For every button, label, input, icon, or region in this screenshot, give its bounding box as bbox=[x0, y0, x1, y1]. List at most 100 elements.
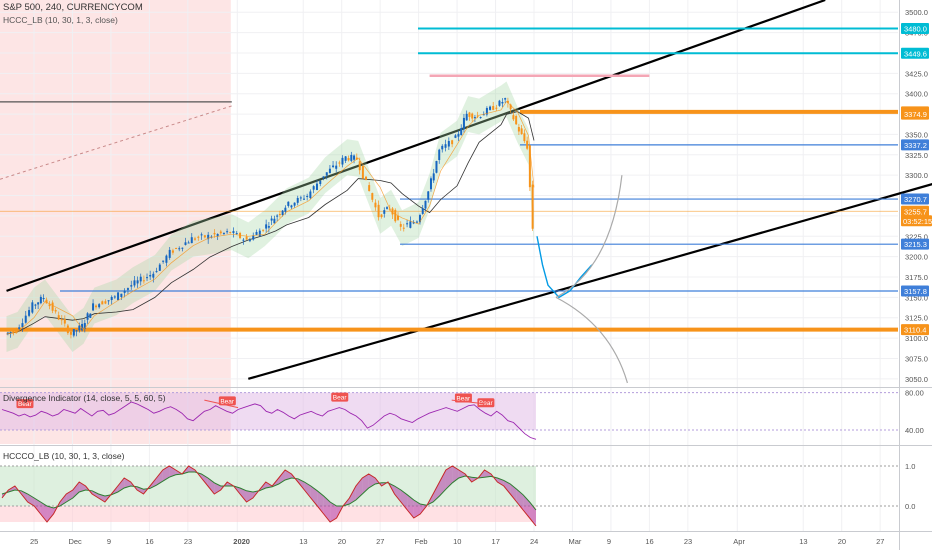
candle-body bbox=[479, 117, 482, 119]
candle-body bbox=[462, 117, 465, 129]
candle-body bbox=[296, 198, 299, 203]
candle-body bbox=[429, 178, 432, 190]
candle-body bbox=[476, 115, 479, 117]
candle-body bbox=[110, 296, 113, 301]
candle-body bbox=[447, 140, 450, 147]
candle-body bbox=[101, 301, 104, 305]
time-tick-label: 17 bbox=[492, 537, 500, 546]
candle-body bbox=[262, 229, 265, 231]
candle-body bbox=[412, 221, 415, 224]
osc-fill bbox=[92, 490, 99, 498]
candle-body bbox=[465, 113, 468, 121]
time-tick-label: 27 bbox=[376, 537, 384, 546]
osc-fill bbox=[355, 478, 363, 500]
osc-fill bbox=[330, 502, 337, 522]
level-label-bg bbox=[901, 23, 929, 35]
candle-body bbox=[406, 223, 409, 225]
candle-body bbox=[216, 233, 219, 237]
candle-body bbox=[358, 161, 361, 171]
candle-body bbox=[523, 133, 526, 142]
level-label: 3480.0 bbox=[904, 25, 927, 34]
osc-fast-line bbox=[1, 465, 537, 527]
candle-body bbox=[374, 202, 377, 208]
bear-divergence-line bbox=[204, 399, 239, 409]
level-label-bg bbox=[901, 205, 929, 217]
candle-body bbox=[485, 108, 488, 115]
price-tick-label: 3300.0 bbox=[905, 171, 928, 180]
candle-body bbox=[120, 293, 123, 297]
candle-body bbox=[267, 226, 270, 228]
candle-body bbox=[258, 230, 261, 237]
candle-body bbox=[265, 224, 268, 229]
candle-body bbox=[184, 242, 187, 245]
osc-fill bbox=[162, 466, 170, 482]
price-tick-label: 3175.0 bbox=[905, 273, 928, 282]
rsi-band bbox=[0, 392, 536, 430]
osc-fill bbox=[484, 470, 491, 478]
candle-body bbox=[421, 208, 424, 214]
level-label: 3215.3 bbox=[904, 240, 927, 249]
time-tick-label: 9 bbox=[107, 537, 111, 546]
candle-body bbox=[512, 115, 515, 120]
candle-body bbox=[162, 260, 165, 262]
candle-body bbox=[435, 161, 438, 173]
osc-fill bbox=[400, 490, 408, 510]
candle-body bbox=[63, 319, 66, 324]
osc-tick-label: 0.0 bbox=[905, 502, 915, 511]
osc-fill bbox=[240, 488, 247, 502]
rsi-pane-title: Divergence Indicator (14, close, 5, 5, 6… bbox=[3, 393, 166, 403]
candle-body bbox=[152, 273, 155, 278]
candle-body bbox=[353, 155, 356, 160]
candle-body bbox=[28, 310, 31, 316]
time-tick-label: Dec bbox=[68, 537, 82, 546]
old-dashed-trendline bbox=[0, 105, 232, 180]
candle-body bbox=[418, 215, 421, 223]
candle-body bbox=[123, 290, 126, 293]
osc-fill bbox=[516, 489, 524, 510]
time-tick-label: 10 bbox=[453, 537, 461, 546]
candle-body bbox=[181, 247, 184, 249]
osc-fill bbox=[47, 506, 54, 522]
candle-body bbox=[371, 193, 374, 200]
rsi-tick-label: 40.00 bbox=[905, 426, 924, 435]
candle-body bbox=[34, 304, 37, 306]
price-tick-label: 3400.0 bbox=[905, 90, 928, 99]
candle-body bbox=[270, 218, 273, 221]
candle-body bbox=[37, 302, 40, 305]
candle-body bbox=[200, 234, 203, 236]
level-label: 3157.8 bbox=[904, 287, 927, 296]
projection-path bbox=[536, 236, 593, 299]
candle-body bbox=[45, 299, 48, 304]
osc-slow-line bbox=[1, 471, 537, 511]
price-tick-label: 3075.0 bbox=[905, 354, 928, 363]
candle-body bbox=[347, 158, 350, 161]
candle-body bbox=[415, 221, 418, 223]
time-tick-label: 2020 bbox=[233, 537, 250, 546]
candle-body bbox=[303, 198, 306, 200]
candle-body bbox=[66, 325, 69, 334]
candle-body bbox=[306, 195, 309, 197]
candle-body bbox=[18, 327, 21, 329]
candle-body bbox=[309, 191, 312, 199]
price-tick-label: 3350.0 bbox=[905, 130, 928, 139]
rsi-line bbox=[1, 401, 537, 440]
candle-body bbox=[107, 300, 110, 302]
oscillator-pane-title: HCCCO_LB (10, 30, 1, 3, close) bbox=[3, 451, 125, 461]
candle-body bbox=[136, 280, 139, 284]
osc-fill bbox=[246, 490, 253, 502]
osc-fill bbox=[72, 482, 80, 498]
price-tick-label: 3500.0 bbox=[905, 8, 928, 17]
candle-body bbox=[72, 329, 75, 336]
candle-body bbox=[344, 156, 347, 161]
candle-body bbox=[168, 249, 171, 258]
candle-body bbox=[193, 238, 196, 240]
candle-body bbox=[341, 157, 344, 165]
candle-body bbox=[501, 101, 504, 104]
candle-body bbox=[325, 172, 328, 176]
osc-fill bbox=[310, 486, 318, 506]
osc-fill bbox=[285, 470, 292, 480]
candle-body bbox=[242, 239, 245, 241]
candle-body bbox=[21, 323, 24, 328]
candle-body bbox=[287, 201, 290, 206]
